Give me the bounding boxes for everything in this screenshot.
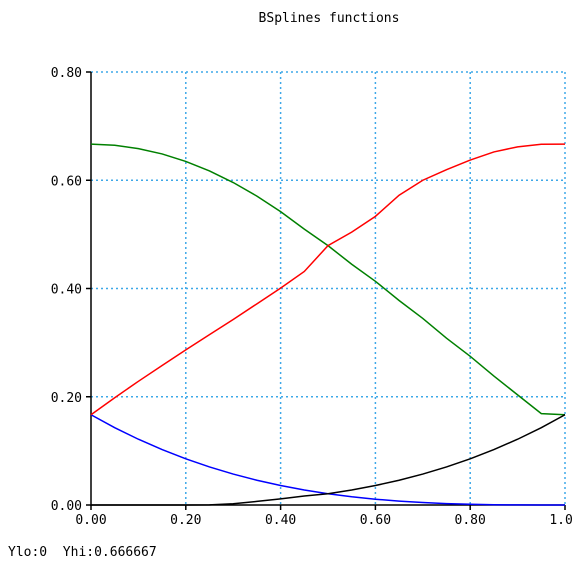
y-tick-label: 0.00 xyxy=(51,499,82,514)
y-range-readout: Ylo:0 Yhi:0.666667 xyxy=(8,545,157,560)
axes xyxy=(86,71,566,510)
y-tick-label: 0.40 xyxy=(51,283,82,298)
series-line-3 xyxy=(90,143,566,416)
series-line-1 xyxy=(90,414,565,506)
grid-lines xyxy=(91,71,566,505)
x-tick-label: 0.00 xyxy=(75,513,106,528)
x-tick-label: 0.60 xyxy=(360,513,391,528)
y-tick-label: 0.20 xyxy=(51,391,82,406)
series-line-4 xyxy=(91,414,566,506)
y-tick-label: 0.60 xyxy=(51,174,82,189)
x-tick-label: 1.00 xyxy=(549,513,572,528)
x-tick-label: 0.40 xyxy=(265,513,296,528)
tick-labels: 0.00 0.20 0.40 0.60 0.80 1.00 0.00 0.20 0.40 0.60… xyxy=(51,66,572,528)
chart-title: BSplines functions xyxy=(259,11,400,26)
series-line-2 xyxy=(90,143,566,416)
x-tick-label: 0.80 xyxy=(455,513,486,528)
series-lines xyxy=(90,143,566,506)
x-tick-label: 0.20 xyxy=(170,513,201,528)
y-tick-label: 0.80 xyxy=(51,66,82,81)
